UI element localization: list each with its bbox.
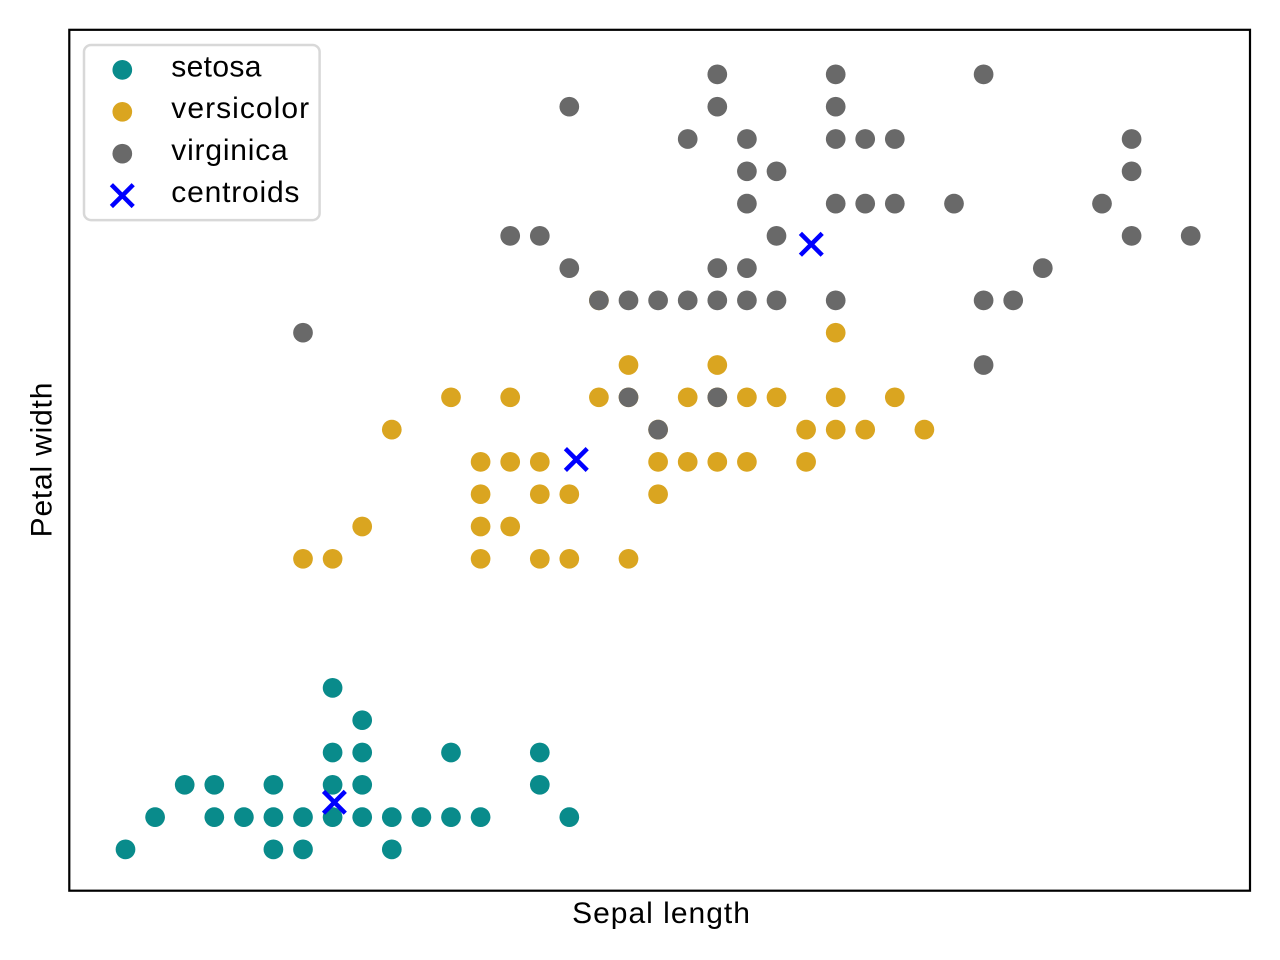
svg-text:setosa: setosa bbox=[171, 50, 261, 83]
svg-text:Sepal length: Sepal length bbox=[572, 897, 751, 930]
svg-text:virginica: virginica bbox=[171, 134, 288, 167]
svg-text:Petal width: Petal width bbox=[26, 382, 59, 538]
svg-text:versicolor: versicolor bbox=[171, 92, 310, 125]
svg-text:centroids: centroids bbox=[171, 176, 300, 209]
